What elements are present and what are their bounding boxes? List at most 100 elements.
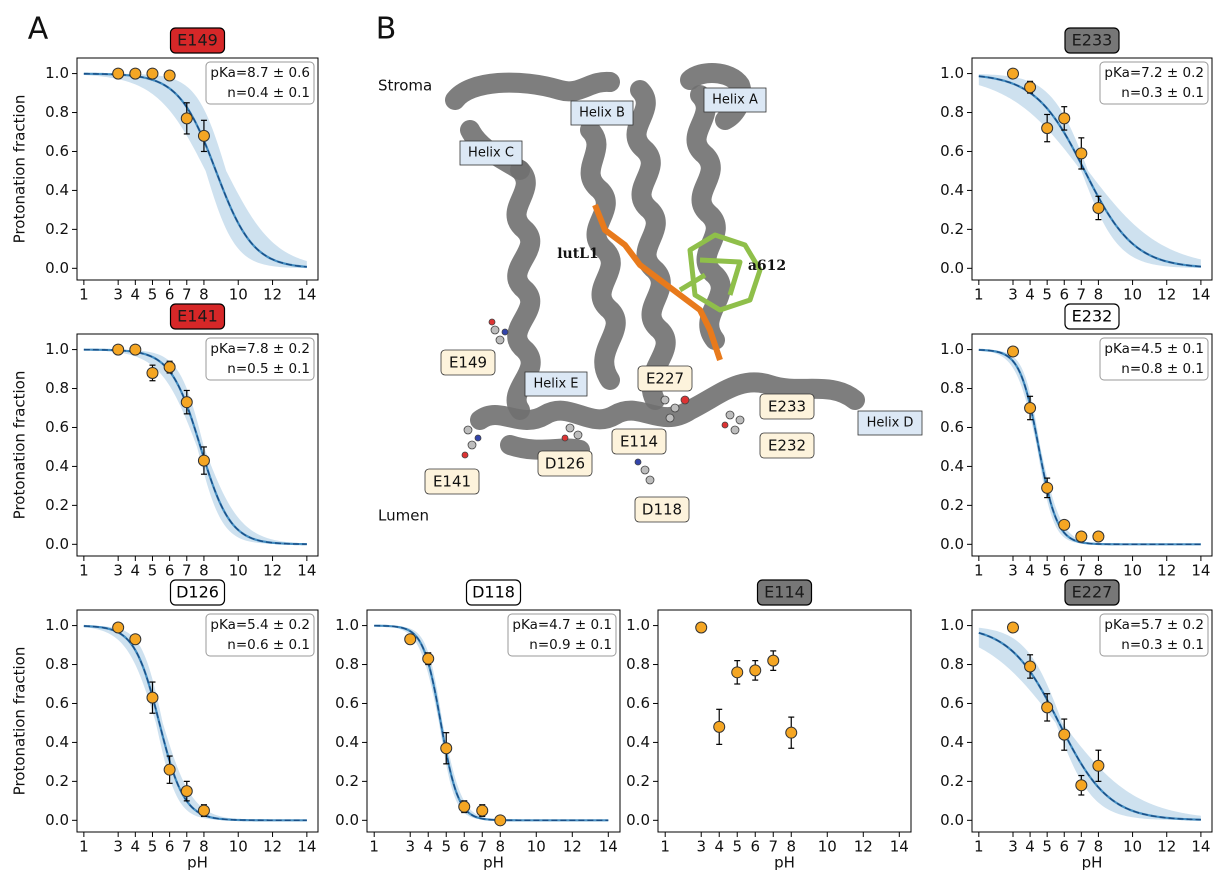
helix-box bbox=[703, 87, 767, 113]
title-box bbox=[169, 579, 226, 606]
residue-label: D126 bbox=[545, 455, 585, 473]
x-tick-label: 5 bbox=[732, 838, 742, 856]
region-label: Lumen bbox=[378, 507, 429, 525]
y-tick-label: 1.0 bbox=[45, 64, 69, 82]
x-tick-label: 7 bbox=[182, 562, 192, 580]
x-tick-label: 4 bbox=[1025, 286, 1035, 304]
data-point bbox=[731, 666, 744, 679]
title-box bbox=[465, 579, 522, 606]
chart-title: E114 bbox=[764, 583, 805, 602]
fit-annotation: pKa=4.5 ± 0.1 bbox=[1104, 341, 1204, 357]
data-point bbox=[1024, 402, 1037, 414]
residue-box bbox=[759, 432, 815, 459]
x-tick-label: 8 bbox=[199, 838, 209, 856]
data-point bbox=[180, 112, 193, 125]
x-tick-label: 14 bbox=[297, 562, 316, 580]
y-tick-label: 0.8 bbox=[940, 379, 964, 397]
helix-shape bbox=[506, 160, 541, 420]
data-point bbox=[112, 621, 125, 634]
fit-annotation: n=0.3 ± 0.1 bbox=[1121, 85, 1204, 101]
x-tick-label: 12 bbox=[1157, 286, 1176, 304]
y-tick-label: 0.0 bbox=[335, 811, 359, 829]
helix-label: Helix E bbox=[533, 377, 578, 392]
x-tick-label: 8 bbox=[1094, 286, 1104, 304]
data-point bbox=[404, 633, 417, 646]
y-tick-label: 1.0 bbox=[45, 616, 69, 634]
y-tick-label: 0.6 bbox=[335, 694, 359, 712]
data-point bbox=[146, 366, 159, 379]
x-tick-label: 6 bbox=[459, 838, 469, 856]
x-tick-label: 3 bbox=[113, 286, 123, 304]
residue-label: E114 bbox=[620, 433, 658, 451]
x-tick-label: 5 bbox=[1042, 562, 1052, 580]
residue-label: E227 bbox=[646, 370, 684, 388]
title-box bbox=[1064, 27, 1120, 54]
pigment-chl bbox=[678, 232, 763, 313]
residue-box bbox=[440, 349, 496, 376]
x-tick-label: 4 bbox=[131, 286, 141, 304]
x-tick-label: 6 bbox=[165, 838, 175, 856]
x-tick-label: 1 bbox=[974, 286, 984, 304]
x-tick-label: 14 bbox=[1191, 838, 1210, 856]
x-tick-label: 8 bbox=[199, 562, 209, 580]
x-tick-label: 1 bbox=[79, 838, 89, 856]
y-tick-label: 0.2 bbox=[626, 772, 650, 790]
y-tick-label: 1.0 bbox=[335, 616, 359, 634]
data-point bbox=[749, 664, 762, 677]
data-point bbox=[129, 343, 142, 356]
fit-annotation: n=0.3 ± 0.1 bbox=[1121, 637, 1204, 653]
y-tick-label: 0.8 bbox=[45, 655, 69, 673]
fit-annotation: pKa=5.7 ± 0.2 bbox=[1104, 617, 1204, 633]
x-tick-label: 12 bbox=[263, 838, 282, 856]
y-tick-label: 0.6 bbox=[940, 418, 964, 436]
residue-box bbox=[759, 393, 815, 420]
helix-shape bbox=[626, 80, 676, 410]
y-tick-label: 0.8 bbox=[940, 103, 964, 121]
x-axis-label: pH bbox=[1082, 854, 1103, 870]
y-tick-label: 1.0 bbox=[940, 340, 964, 358]
y-tick-label: 0.6 bbox=[940, 694, 964, 712]
helix-box bbox=[857, 410, 923, 436]
title-box bbox=[756, 579, 813, 606]
y-tick-label: 1.0 bbox=[45, 340, 69, 358]
helix-shape bbox=[445, 71, 620, 110]
residue-label: E149 bbox=[449, 354, 487, 372]
x-tick-label: 7 bbox=[1077, 562, 1087, 580]
data-point bbox=[1024, 81, 1037, 94]
data-point bbox=[163, 763, 176, 776]
pigment-lut bbox=[592, 203, 723, 361]
data-point bbox=[197, 804, 210, 817]
title-box bbox=[1064, 303, 1120, 330]
x-tick-label: 4 bbox=[423, 838, 433, 856]
y-tick-label: 0.2 bbox=[45, 220, 69, 238]
data-point bbox=[129, 67, 142, 80]
annotation-box bbox=[1099, 613, 1209, 657]
data-point bbox=[180, 396, 193, 409]
y-tick-label: 0.4 bbox=[45, 733, 69, 751]
data-point bbox=[476, 804, 489, 817]
x-tick-label: 7 bbox=[1077, 838, 1087, 856]
fit-annotation: n=0.9 ± 0.1 bbox=[529, 637, 612, 653]
x-tick-label: 10 bbox=[1123, 838, 1142, 856]
x-tick-label: 4 bbox=[1025, 562, 1035, 580]
x-tick-label: 8 bbox=[1094, 562, 1104, 580]
chart-title: E227 bbox=[1072, 583, 1113, 602]
residue-box bbox=[611, 428, 667, 455]
y-tick-label: 0.2 bbox=[335, 772, 359, 790]
fit-band bbox=[374, 625, 609, 821]
data-point bbox=[422, 652, 435, 665]
helix-shape bbox=[580, 120, 626, 390]
y-tick-label: 0.4 bbox=[940, 181, 964, 199]
data-point bbox=[1006, 621, 1019, 634]
helix-shape bbox=[686, 85, 731, 350]
fit-annotation: pKa=7.2 ± 0.2 bbox=[1104, 65, 1204, 81]
x-tick-label: 10 bbox=[229, 286, 248, 304]
data-point bbox=[146, 691, 159, 704]
helix-label: Helix D bbox=[867, 416, 914, 431]
y-tick-label: 0.6 bbox=[45, 418, 69, 436]
x-tick-label: 5 bbox=[148, 562, 158, 580]
helix-box bbox=[570, 100, 634, 126]
chart-title: D126 bbox=[176, 583, 219, 602]
x-tick-label: 14 bbox=[1191, 286, 1210, 304]
residue-label: D118 bbox=[642, 501, 682, 519]
